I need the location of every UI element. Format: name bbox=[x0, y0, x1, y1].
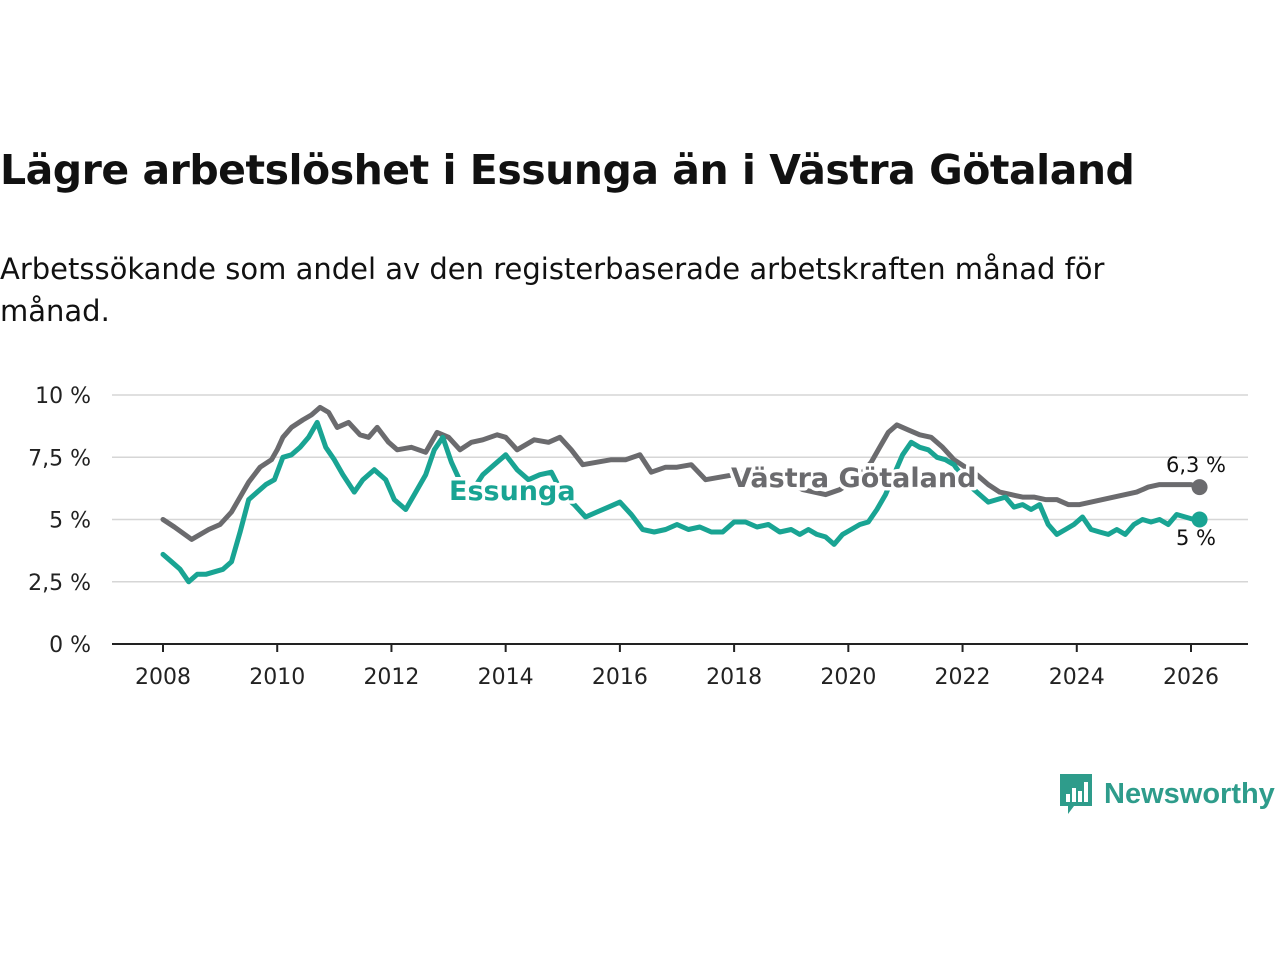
series-label-essunga-halo: Essunga bbox=[449, 476, 576, 507]
x-tick-label: 2018 bbox=[706, 665, 762, 690]
series-label-essunga: Essunga bbox=[449, 476, 576, 507]
x-tick-label: 2010 bbox=[249, 665, 305, 690]
y-tick-label: 2,5 % bbox=[28, 571, 91, 596]
y-tick-label: 0 % bbox=[49, 633, 91, 658]
series-end-point bbox=[1191, 479, 1208, 496]
series-label-vastra-gotaland-halo: Västra Götaland bbox=[731, 463, 976, 494]
chart-title: Lägre arbetslöshet i Essunga än i Västra… bbox=[0, 146, 1135, 194]
series-end-point bbox=[1191, 511, 1208, 528]
chart-subtitle: Arbetssökande som andel av den registerb… bbox=[0, 252, 1105, 328]
end-value-label: 6,3 % bbox=[1166, 453, 1226, 477]
x-tick-label: 2026 bbox=[1163, 665, 1219, 690]
series-line-vastra-gotaland bbox=[160, 404, 1203, 542]
x-tick-label: 2024 bbox=[1049, 665, 1105, 690]
y-tick-label: 5 % bbox=[49, 509, 91, 534]
axes: 0 % 2,5 % 5 % 7,5 % 10 % 2008 2010 2012 2014 2016… bbox=[28, 384, 1248, 690]
series-line-essunga bbox=[160, 419, 1203, 585]
end-value-label: 5 % bbox=[1176, 526, 1216, 550]
x-tick-label: 2008 bbox=[135, 665, 191, 690]
series-label-vastra-gotaland: Västra Götaland bbox=[731, 463, 976, 494]
series-lines bbox=[160, 404, 1208, 585]
y-tick-label: 7,5 % bbox=[28, 446, 91, 471]
y-tick-label: 10 % bbox=[35, 384, 91, 409]
x-tick-label: 2012 bbox=[363, 665, 419, 690]
x-tick-label: 2016 bbox=[592, 665, 648, 690]
newsworthy-logo-icon bbox=[1060, 774, 1092, 814]
grid-lines bbox=[112, 394, 1248, 583]
brand-name: Newsworthy bbox=[1104, 777, 1275, 810]
x-tick-label: 2014 bbox=[478, 665, 534, 690]
x-tick-label: 2020 bbox=[820, 665, 876, 690]
x-tick-label: 2022 bbox=[935, 665, 991, 690]
brand[interactable]: Newsworthy bbox=[1058, 772, 1275, 816]
